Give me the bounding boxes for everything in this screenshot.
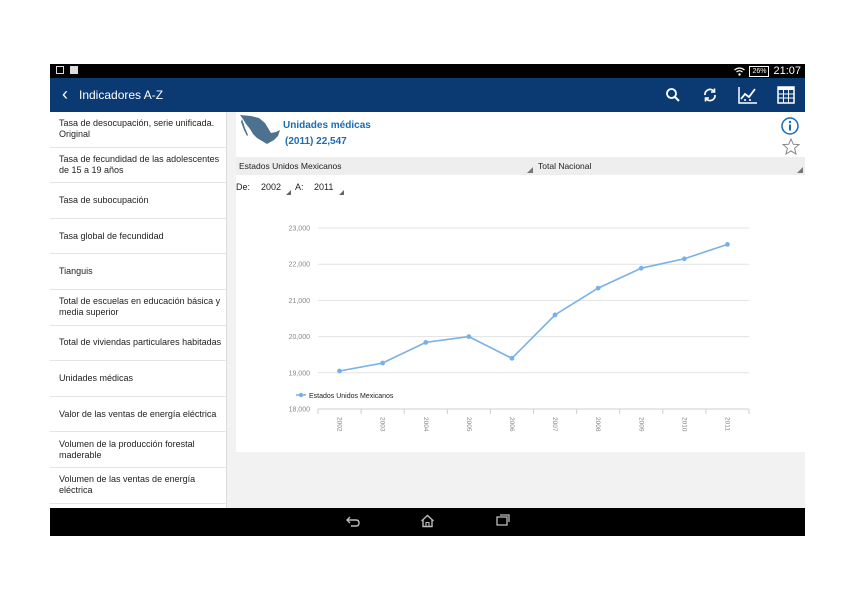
status-bar: 26% 21:07 [50, 64, 805, 78]
dropdown-triangle-icon [797, 167, 803, 173]
x-tick-label: 2006 [508, 417, 515, 432]
mexico-map-icon [240, 115, 280, 144]
recent-apps-icon[interactable] [496, 514, 510, 526]
list-item-label: Volumen de la producción forestal madera… [59, 438, 195, 460]
x-tick-label: 2003 [379, 417, 386, 432]
list-item[interactable]: Tianguis [50, 254, 226, 290]
data-point[interactable] [725, 241, 730, 247]
list-item[interactable]: Total de escuelas en educación básica y … [50, 290, 226, 326]
back-chevron-icon[interactable]: ‹ [62, 84, 68, 104]
x-tick-label: 2005 [465, 417, 472, 432]
x-tick-label: 2011 [723, 417, 730, 431]
legend-label: Estados Unidos Mexicanos [309, 393, 394, 400]
list-item[interactable]: Volumen de las ventas de energía eléctri… [50, 468, 226, 504]
list-item-label: Tasa de fecundidad de las adolescentes d… [59, 153, 220, 175]
data-point[interactable] [380, 360, 386, 366]
list-item[interactable]: Tasa global de fecundidad [50, 219, 226, 255]
favorite-star-icon[interactable] [782, 138, 800, 155]
clock: 21:07 [773, 65, 801, 77]
line-chart: 2002 2003 2004 2005 2006 2007 2008 2009 2010 2011… [289, 226, 750, 432]
list-item-selected[interactable]: Unidades médicas [50, 361, 226, 397]
data-point[interactable] [681, 256, 687, 262]
to-year-select[interactable]: 2011 [314, 182, 334, 192]
list-item[interactable]: Tasa de fecundidad de las adolescentes d… [50, 148, 226, 184]
indicator-detail: Unidades médicas (2011) 22,547 Estados U… [236, 112, 805, 452]
list-item-label: Total de viviendas particulares habitada… [59, 337, 222, 348]
store-notification-icon [70, 66, 78, 74]
table-icon[interactable] [774, 84, 798, 106]
list-item-label: Volumen de las ventas de energía eléctri… [59, 474, 196, 496]
list-item-label: Tasa de desocupación, serie unificada. O… [59, 118, 215, 140]
search-icon[interactable] [661, 84, 685, 106]
home-icon[interactable] [420, 514, 435, 528]
list-item-label: Total de escuelas en educación básica y … [59, 296, 221, 318]
data-point[interactable] [552, 312, 558, 318]
list-item[interactable]: Tasa de desocupación, serie unificada. O… [50, 112, 226, 148]
tablet-screen: 26% 21:07 ‹ Indicadores A-Z Tasa de deso… [50, 64, 805, 536]
scope-select[interactable]: Total Nacional [535, 157, 805, 175]
indicator-title: Unidades médicas [283, 120, 371, 131]
series-line [339, 243, 728, 372]
region-select-value: Estados Unidos Mexicanos [239, 161, 342, 171]
data-point[interactable] [466, 334, 472, 339]
image-notification-icon [56, 66, 64, 74]
y-tick-label: 22,000 [289, 262, 311, 269]
list-item-label: Tasa de subocupación [59, 194, 149, 205]
region-select[interactable]: Estados Unidos Mexicanos [236, 157, 535, 175]
data-point[interactable] [638, 265, 644, 271]
list-item-label: Tianguis [59, 266, 93, 277]
to-label: A: [295, 182, 304, 192]
refresh-icon[interactable] [698, 84, 722, 106]
x-tick-label: 2010 [680, 417, 687, 432]
data-point[interactable] [595, 285, 601, 291]
indicator-latest-value: (2011) 22,547 [285, 136, 347, 147]
dropdown-triangle-icon [339, 190, 344, 195]
scope-select-value: Total Nacional [538, 161, 592, 171]
x-tick-label: 2007 [551, 417, 558, 432]
data-point[interactable] [509, 355, 515, 361]
indicator-list: Tasa de desocupación, serie unificada. O… [50, 112, 227, 508]
dropdown-triangle-icon [527, 167, 533, 173]
x-tick-label: 2009 [637, 417, 644, 432]
list-item-label: Tasa global de fecundidad [59, 230, 164, 241]
data-point[interactable] [423, 339, 429, 345]
chart-icon[interactable] [736, 84, 760, 106]
list-item-label: Unidades médicas [59, 372, 134, 383]
navigation-bar [50, 508, 805, 536]
back-icon[interactable] [346, 514, 360, 528]
y-tick-label: 21,000 [289, 298, 311, 305]
x-tick-label: 2002 [336, 417, 343, 432]
x-tick-label: 2004 [422, 417, 429, 432]
info-icon[interactable] [781, 117, 799, 135]
list-item[interactable]: Volumen de la producción forestal madera… [50, 432, 226, 468]
list-item[interactable]: Tasa de subocupación [50, 183, 226, 219]
y-tick-label: 19,000 [289, 370, 311, 377]
y-tick-label: 18,000 [289, 407, 311, 414]
x-tick-label: 2008 [594, 417, 601, 432]
legend: Estados Unidos Mexicanos [296, 392, 394, 400]
from-label: De: [236, 182, 251, 192]
wifi-icon [734, 66, 746, 76]
page-title[interactable]: Indicadores A-Z [79, 88, 164, 102]
action-bar: ‹ Indicadores A-Z [50, 78, 805, 112]
from-year-select[interactable]: 2002 [261, 182, 282, 192]
dropdown-triangle-icon [286, 190, 291, 195]
y-tick-label: 23,000 [289, 226, 311, 233]
battery-indicator: 26% [749, 65, 770, 77]
data-point[interactable] [337, 368, 342, 374]
list-item[interactable]: Valor de las ventas de energía eléctrica [50, 397, 226, 433]
y-tick-label: 20,000 [289, 334, 311, 341]
list-item-label: Valor de las ventas de energía eléctrica [59, 408, 217, 419]
list-item[interactable]: Total de viviendas particulares habitada… [50, 326, 226, 362]
